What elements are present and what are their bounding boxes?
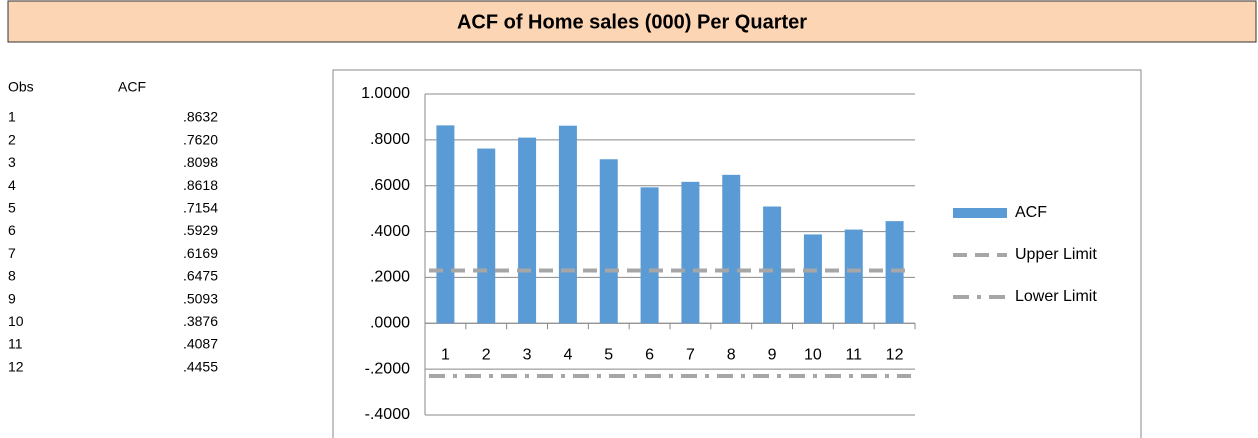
bar	[803, 234, 822, 324]
bar	[844, 229, 863, 324]
y-tick-label: 1.0000	[361, 85, 410, 102]
acf-cell: .4455	[183, 358, 218, 374]
obs-cell: 8	[8, 268, 16, 284]
legend-label: Lower Limit	[1015, 288, 1097, 305]
acf-cell: .8098	[183, 154, 218, 170]
obs-cell: 3	[8, 154, 16, 170]
bar	[558, 125, 577, 324]
x-tick-label: 3	[523, 347, 532, 364]
obs-cell: 2	[8, 131, 16, 147]
legend-swatch	[953, 208, 1007, 218]
x-tick-label: 1	[441, 347, 450, 364]
y-tick-label: .2000	[370, 269, 410, 286]
acf-cell: .5093	[183, 290, 218, 306]
column-header: Obs	[8, 79, 34, 95]
obs-cell: 7	[8, 245, 16, 261]
obs-cell: 9	[8, 290, 16, 306]
legend-label: ACF	[1015, 204, 1047, 221]
x-tick-label: 11	[845, 347, 862, 364]
y-tick-label: .6000	[370, 177, 410, 194]
bar	[518, 137, 537, 324]
column-header: ACF	[118, 79, 146, 95]
y-tick-label: -.4000	[365, 406, 410, 423]
bar	[722, 174, 741, 324]
legend-label: Upper Limit	[1015, 246, 1097, 263]
obs-cell: 6	[8, 222, 16, 238]
obs-cell: 10	[8, 313, 24, 329]
bar	[681, 181, 700, 324]
bar	[640, 187, 659, 324]
x-tick-label: 6	[645, 347, 654, 364]
x-tick-label: 9	[768, 347, 777, 364]
x-tick-label: 7	[686, 347, 695, 364]
acf-cell: .5929	[183, 222, 218, 238]
chart-title: ACF of Home sales (000) Per Quarter	[457, 11, 807, 33]
bar	[436, 125, 455, 324]
header-bar	[7, 0, 1257, 43]
obs-cell: 12	[8, 358, 24, 374]
acf-cell: .8618	[183, 177, 218, 193]
y-tick-label: .8000	[370, 131, 410, 148]
acf-cell: .3876	[183, 313, 218, 329]
x-tick-label: 10	[804, 347, 822, 364]
bar	[477, 148, 496, 324]
x-tick-label: 12	[886, 347, 904, 364]
x-tick-label: 5	[604, 347, 613, 364]
acf-cell: .7154	[183, 200, 218, 216]
y-tick-label: -.2000	[365, 360, 410, 377]
x-tick-label: 2	[482, 347, 491, 364]
acf-cell: .8632	[183, 109, 218, 125]
y-tick-label: .0000	[370, 315, 410, 332]
x-tick-label: 8	[727, 347, 736, 364]
obs-cell: 11	[8, 336, 23, 352]
y-tick-label: .4000	[370, 223, 410, 240]
bar	[763, 206, 782, 324]
bar	[599, 159, 618, 324]
acf-cell: .4087	[183, 336, 218, 352]
acf-cell: .6169	[183, 245, 218, 261]
x-tick-label: 4	[563, 347, 572, 364]
acf-cell: .7620	[183, 131, 218, 147]
obs-cell: 4	[8, 177, 16, 193]
acf-cell: .6475	[183, 268, 218, 284]
obs-cell: 1	[8, 109, 16, 125]
obs-cell: 5	[8, 200, 16, 216]
